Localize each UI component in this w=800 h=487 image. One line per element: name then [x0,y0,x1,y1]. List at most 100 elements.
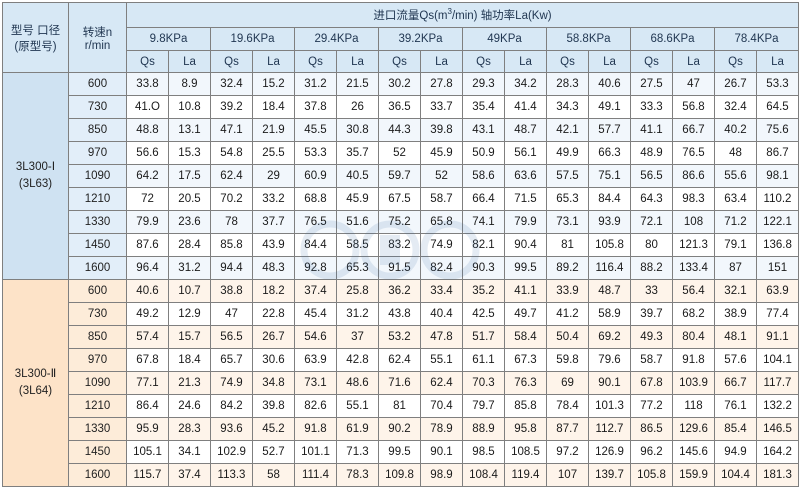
speed-cell: 1600 [68,256,127,280]
qs-cell: 40.6 [126,279,169,303]
la-cell: 52.7 [252,440,295,464]
qs-cell: 78.4 [546,394,589,418]
la-cell: 25.5 [252,141,295,165]
qs-cell: 33.9 [546,279,589,303]
qs-cell: 82.1 [462,233,505,257]
qs-column-header: Qs [630,50,673,73]
pressure-header-row: 9.8KPa 19.6KPa 29.4KPa 39.2KPa 49KPa 58.8KPa 6… [3,27,799,51]
qs-column-header: Qs [210,50,253,73]
qs-cell: 36.5 [378,95,421,119]
la-cell: 52 [420,164,463,188]
table-row: 1210 72 20.5 70.2 33.2 68.8 45.9 67.5 58.7 66.4 71… [3,187,799,211]
qs-cell: 66.7 [714,371,757,395]
la-cell: 85.8 [504,394,547,418]
la-column-header: La [252,50,295,73]
pressure-header: 58.8KPa [546,27,631,51]
qs-cell: 63.4 [714,187,757,211]
qs-cell: 41.O [126,95,169,119]
la-cell: 80.4 [672,325,715,349]
qs-cell: 83.2 [378,233,421,257]
la-cell: 61.9 [336,417,379,441]
la-cell: 145.6 [672,440,715,464]
la-cell: 34.1 [168,440,211,464]
qs-cell: 52 [378,141,421,165]
qs-cell: 95.9 [126,417,169,441]
qs-cell: 87.7 [546,417,589,441]
qs-cell: 97.2 [546,440,589,464]
model-header-line-2: (原型号) [14,40,57,53]
qs-cell: 92.8 [294,256,337,280]
qs-cell: 89.2 [546,256,589,280]
table-row: 1090 64.2 17.5 62.4 29 60.9 40.5 59.7 52 58.6 63.6… [3,164,799,188]
la-cell: 13.1 [168,118,211,142]
la-cell: 21.9 [252,118,295,142]
flow-title-suffix: /min) 轴功率La(Kw) [451,10,552,22]
la-cell: 41.4 [504,95,547,119]
qs-cell: 102.9 [210,440,253,464]
la-cell: 10.7 [168,279,211,303]
qs-cell: 68.8 [294,187,337,211]
la-cell: 108.5 [504,440,547,464]
la-cell: 90.1 [588,371,631,395]
qs-la-header-row: Qs La Qs La Qs La Qs La Qs La Qs La Qs La Qs La [3,50,799,73]
qs-cell: 85.8 [210,233,253,257]
la-cell: 110.2 [756,187,799,211]
qs-cell: 45.5 [294,118,337,142]
qs-cell: 47.1 [210,118,253,142]
la-cell: 55.1 [336,394,379,418]
table-row: 1330 79.9 23.6 78 37.7 76.5 51.6 75.2 65.8 74.1 79… [3,210,799,234]
qs-cell: 57.6 [714,348,757,372]
model-original-name: (3L64) [18,385,53,397]
qs-cell: 82.6 [294,394,337,418]
la-cell: 20.5 [168,187,211,211]
model-name: 3L300-Ⅰ [15,161,56,173]
qs-cell: 90.2 [378,417,421,441]
la-cell: 104.1 [756,348,799,372]
qs-cell: 45.4 [294,302,337,326]
qs-cell: 71.2 [714,210,757,234]
la-cell: 68.2 [672,302,715,326]
table-header: 型号 口径 (原型号) 转速n r/min 进口流量Qs(m3/min) 轴功率… [2,2,799,73]
qs-cell: 87 [714,256,757,280]
la-column-header: La [672,50,715,73]
la-cell: 37.7 [252,210,295,234]
la-cell: 126.9 [588,440,631,464]
qs-cell: 38.8 [210,279,253,303]
la-cell: 112.7 [588,417,631,441]
la-cell: 49.1 [588,95,631,119]
la-cell: 82.4 [420,256,463,280]
la-cell: 15.3 [168,141,211,165]
table-row: 1450 87.6 28.4 85.8 43.9 84.4 58.5 83.2 74.9 82.1… [3,233,799,257]
la-cell: 136.8 [756,233,799,257]
qs-cell: 62.4 [210,164,253,188]
qs-cell: 42.1 [546,118,589,142]
speed-cell: 1210 [68,394,127,418]
pressure-header: 9.8KPa [126,27,211,51]
la-cell: 48.7 [504,118,547,142]
la-cell: 116.4 [588,256,631,280]
la-cell: 65.3 [336,256,379,280]
qs-cell: 56.5 [630,164,673,188]
qs-cell: 32.4 [714,95,757,119]
qs-cell: 94.9 [714,440,757,464]
la-cell: 63.6 [504,164,547,188]
qs-cell: 67.5 [378,187,421,211]
qs-cell: 91.5 [378,256,421,280]
la-cell: 132.2 [756,394,799,418]
la-cell: 34.8 [252,371,295,395]
la-cell: 31.2 [168,256,211,280]
qs-cell: 62.4 [378,348,421,372]
la-cell: 39.8 [252,394,295,418]
qs-cell: 79.7 [462,394,505,418]
la-cell: 122.1 [756,210,799,234]
table-row: 1330 95.9 28.3 93.6 45.2 91.8 61.9 90.2 78.9 88.9… [3,417,799,441]
la-cell: 99.5 [504,256,547,280]
qs-cell: 66.4 [462,187,505,211]
la-cell: 30.8 [336,118,379,142]
speed-cell: 730 [68,95,127,119]
qs-cell: 54.6 [294,325,337,349]
la-cell: 45.9 [336,187,379,211]
pressure-header: 78.4KPa [714,27,799,51]
qs-column-header: Qs [126,50,169,73]
la-cell: 22.8 [252,302,295,326]
